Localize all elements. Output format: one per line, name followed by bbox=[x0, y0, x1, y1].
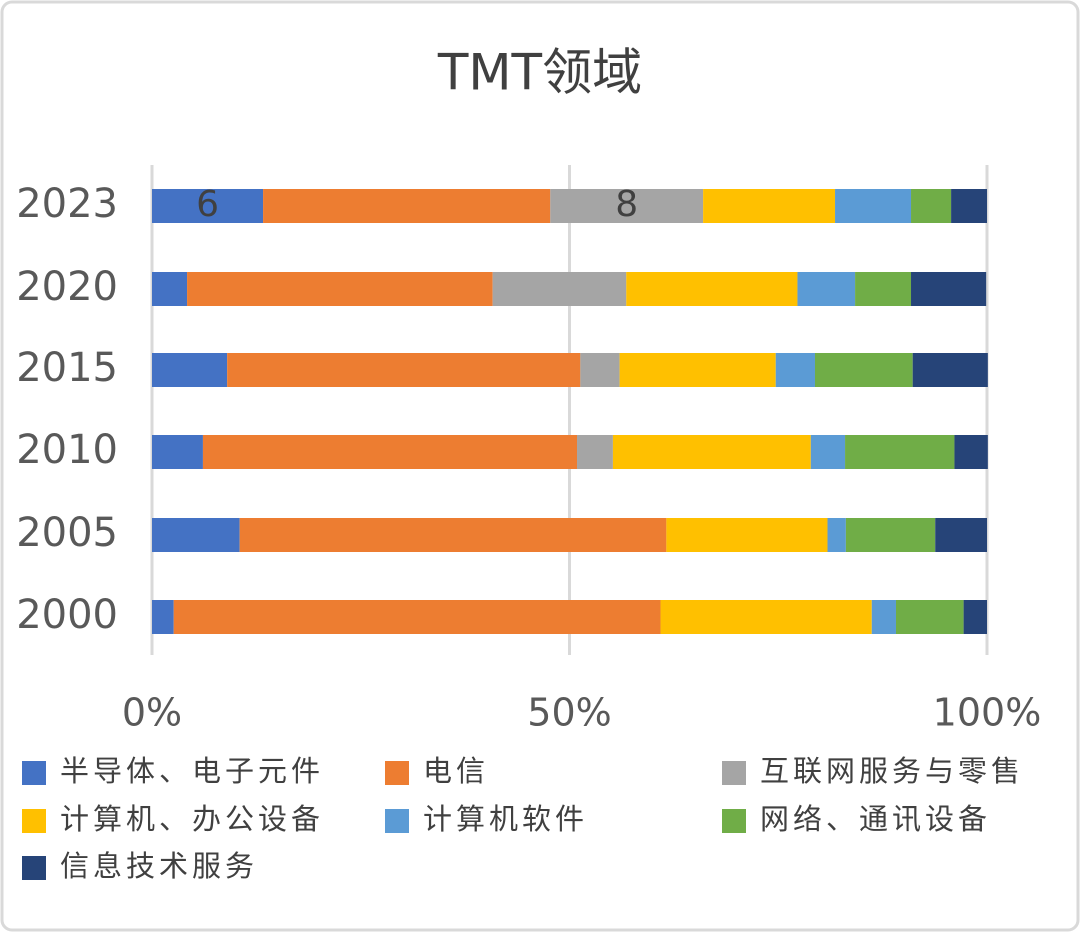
bar-segment bbox=[912, 353, 988, 387]
legend-label: 信息技术服务 bbox=[60, 849, 258, 883]
legend-label: 半导体、电子元件 bbox=[60, 754, 324, 788]
bar-segment bbox=[666, 518, 828, 552]
y-tick-label: 2020 bbox=[16, 264, 118, 310]
bar-segment bbox=[660, 600, 872, 634]
bar-segment bbox=[152, 189, 264, 223]
bar-segment bbox=[951, 189, 987, 223]
bar-segment bbox=[580, 353, 620, 387]
bar-segment bbox=[239, 518, 667, 552]
legend-swatch bbox=[22, 761, 46, 785]
bar-segment bbox=[963, 600, 987, 634]
bar-segment bbox=[911, 272, 987, 306]
bar-segment bbox=[954, 435, 988, 469]
bar-segment bbox=[152, 353, 228, 387]
y-tick-label: 2000 bbox=[16, 592, 118, 638]
bar-segment bbox=[263, 189, 551, 223]
bar-segment bbox=[845, 435, 955, 469]
bar-segment bbox=[797, 272, 856, 306]
bar-segment bbox=[775, 353, 815, 387]
bar-segment bbox=[492, 272, 627, 306]
bar-segment bbox=[152, 435, 203, 469]
legend-label: 网络、通讯设备 bbox=[760, 802, 991, 836]
chart-title: TMT领域 bbox=[437, 44, 642, 102]
bar-segment bbox=[152, 600, 174, 634]
legend-label: 计算机软件 bbox=[423, 802, 588, 836]
bar-segment bbox=[152, 518, 240, 552]
y-tick-label: 2015 bbox=[16, 345, 118, 391]
bar-segment bbox=[935, 518, 987, 552]
bar-segment bbox=[895, 600, 964, 634]
bar-segment bbox=[152, 272, 188, 306]
legend-swatch bbox=[22, 809, 46, 833]
bar-segment bbox=[703, 189, 836, 223]
bar-segment bbox=[550, 189, 704, 223]
bar-segment bbox=[202, 435, 578, 469]
x-tick-label: 100% bbox=[933, 691, 1042, 735]
bar-segment bbox=[845, 518, 936, 552]
legend-label: 计算机、办公设备 bbox=[60, 802, 324, 836]
bar-segment bbox=[871, 600, 896, 634]
bar-segment bbox=[227, 353, 581, 387]
legend-swatch bbox=[722, 761, 746, 785]
legend-swatch bbox=[22, 856, 46, 880]
bar-segment bbox=[619, 353, 776, 387]
bar-segment bbox=[855, 272, 912, 306]
bar-segment bbox=[911, 189, 952, 223]
legend-label: 电信 bbox=[423, 754, 489, 788]
y-tick-label: 2005 bbox=[16, 510, 118, 556]
bar-segment bbox=[612, 435, 811, 469]
bar-segment bbox=[827, 518, 846, 552]
x-tick-label: 50% bbox=[527, 691, 611, 735]
bar-segment bbox=[835, 189, 912, 223]
legend-label: 互联网服务与零售 bbox=[760, 754, 1024, 788]
y-tick-label: 2023 bbox=[16, 181, 118, 227]
x-tick-label: 0% bbox=[122, 691, 182, 735]
legend-swatch bbox=[722, 809, 746, 833]
data-label: 6 bbox=[196, 184, 219, 225]
data-label: 8 bbox=[615, 184, 638, 225]
bar-segment bbox=[577, 435, 613, 469]
legend-swatch bbox=[385, 761, 409, 785]
bar-segment bbox=[173, 600, 661, 634]
bar-segment bbox=[814, 353, 913, 387]
legend-swatch bbox=[385, 809, 409, 833]
bar-segment bbox=[187, 272, 493, 306]
y-tick-label: 2010 bbox=[16, 427, 118, 473]
bar-segment bbox=[810, 435, 846, 469]
bar-segment bbox=[626, 272, 798, 306]
